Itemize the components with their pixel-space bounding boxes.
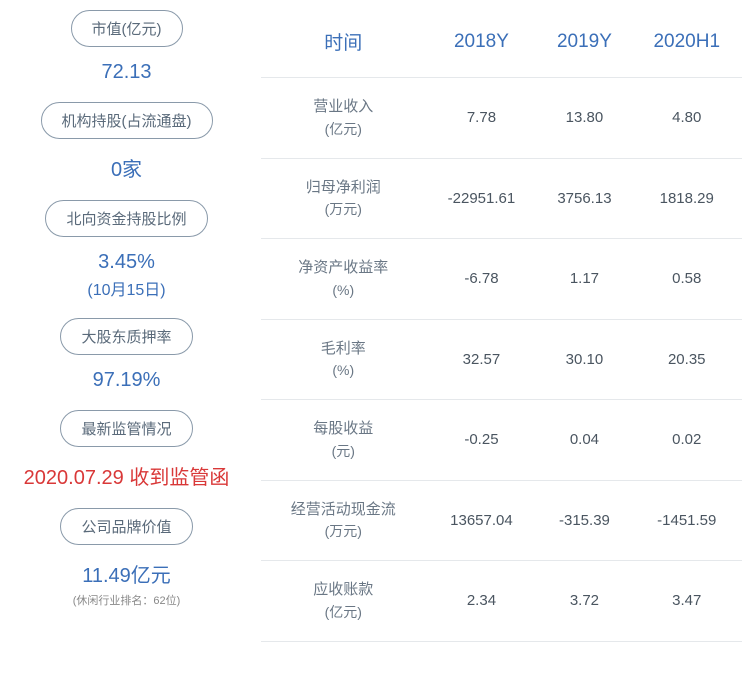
table-cell: 0.02 xyxy=(632,400,743,481)
row-label-unit: (元) xyxy=(267,441,420,462)
row-label-unit: (%) xyxy=(267,360,420,381)
financial-table: 时间 2018Y 2019Y 2020H1 营业收入(亿元)7.7813.804… xyxy=(261,10,742,642)
header-2020h1: 2020H1 xyxy=(632,10,743,78)
row-label-unit: (万元) xyxy=(267,521,420,542)
row-label-main: 每股收益 xyxy=(267,418,420,441)
table-row: 应收账款(亿元)2.343.723.47 xyxy=(261,561,742,642)
header-2019: 2019Y xyxy=(537,10,631,78)
stat-note-brand: (休闲行业排名：62位) xyxy=(73,592,181,608)
row-label: 营业收入(亿元) xyxy=(261,78,426,159)
table-cell: 2.34 xyxy=(426,561,538,642)
table-cell: -0.25 xyxy=(426,400,538,481)
table-cell: 30.10 xyxy=(537,319,631,400)
table-cell: 20.35 xyxy=(632,319,743,400)
stat-sub-northbound: (10月15日) xyxy=(87,276,165,300)
table-cell: 3.47 xyxy=(632,561,743,642)
row-label-main: 应收账款 xyxy=(267,579,420,602)
row-label: 毛利率(%) xyxy=(261,319,426,400)
right-panel: 时间 2018Y 2019Y 2020H1 营业收入(亿元)7.7813.804… xyxy=(253,10,742,668)
table-row: 毛利率(%)32.5730.1020.35 xyxy=(261,319,742,400)
table-cell: 0.04 xyxy=(537,400,631,481)
table-cell: 32.57 xyxy=(426,319,538,400)
table-cell: 0.58 xyxy=(632,239,743,320)
header-2018: 2018Y xyxy=(426,10,538,78)
table-row: 净资产收益率(%)-6.781.170.58 xyxy=(261,239,742,320)
stat-value-brand: 11.49亿元 xyxy=(82,559,171,588)
table-cell: -1451.59 xyxy=(632,480,743,561)
row-label-main: 毛利率 xyxy=(267,338,420,361)
table-cell: 3756.13 xyxy=(537,158,631,239)
row-label-unit: (万元) xyxy=(267,199,420,220)
stat-value-market-cap: 72.13 xyxy=(101,61,151,84)
left-panel: 市值(亿元) 72.13 机构持股(占流通盘) 0家 北向资金持股比例 3.45… xyxy=(8,10,253,668)
table-row: 营业收入(亿元)7.7813.804.80 xyxy=(261,78,742,159)
header-time: 时间 xyxy=(261,10,426,78)
row-label-main: 归母净利润 xyxy=(267,177,420,200)
row-label: 每股收益(元) xyxy=(261,400,426,481)
row-label-main: 经营活动现金流 xyxy=(267,499,420,522)
stat-pill-regulatory: 最新监管情况 xyxy=(60,410,192,447)
table-header-row: 时间 2018Y 2019Y 2020H1 xyxy=(261,10,742,78)
row-label-unit: (亿元) xyxy=(267,119,420,140)
stat-pill-northbound: 北向资金持股比例 xyxy=(45,200,207,237)
stat-pill-brand: 公司品牌价值 xyxy=(60,508,192,545)
stat-pill-pledge: 大股东质押率 xyxy=(60,318,192,355)
table-row: 归母净利润(万元)-22951.613756.131818.29 xyxy=(261,158,742,239)
stat-value-northbound: 3.45% xyxy=(98,251,155,274)
row-label: 净资产收益率(%) xyxy=(261,239,426,320)
table-cell: -22951.61 xyxy=(426,158,538,239)
stat-pill-institutional: 机构持股(占流通盘) xyxy=(41,102,213,139)
stat-pill-market-cap: 市值(亿元) xyxy=(71,10,183,47)
table-cell: 13.80 xyxy=(537,78,631,159)
table-cell: -315.39 xyxy=(537,480,631,561)
table-cell: 3.72 xyxy=(537,561,631,642)
row-label: 应收账款(亿元) xyxy=(261,561,426,642)
row-label-unit: (%) xyxy=(267,280,420,301)
table-cell: 4.80 xyxy=(632,78,743,159)
stat-value-pledge: 97.19% xyxy=(93,369,161,392)
stat-value-regulatory: 2020.07.29 收到监管函 xyxy=(24,461,230,490)
table-cell: 7.78 xyxy=(426,78,538,159)
table-cell: 13657.04 xyxy=(426,480,538,561)
table-row: 经营活动现金流(万元)13657.04-315.39-1451.59 xyxy=(261,480,742,561)
row-label: 经营活动现金流(万元) xyxy=(261,480,426,561)
row-label: 归母净利润(万元) xyxy=(261,158,426,239)
row-label-main: 营业收入 xyxy=(267,96,420,119)
table-cell: -6.78 xyxy=(426,239,538,320)
row-label-unit: (亿元) xyxy=(267,602,420,623)
table-cell: 1.17 xyxy=(537,239,631,320)
table-row: 每股收益(元)-0.250.040.02 xyxy=(261,400,742,481)
table-body: 营业收入(亿元)7.7813.804.80归母净利润(万元)-22951.613… xyxy=(261,78,742,642)
stat-value-institutional: 0家 xyxy=(111,153,142,182)
row-label-main: 净资产收益率 xyxy=(267,257,420,280)
table-cell: 1818.29 xyxy=(632,158,743,239)
